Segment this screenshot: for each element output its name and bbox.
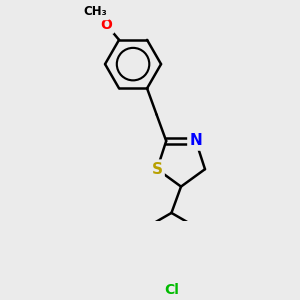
- Text: Cl: Cl: [164, 283, 179, 297]
- Text: N: N: [190, 134, 202, 148]
- Text: CH₃: CH₃: [84, 5, 107, 19]
- Text: S: S: [152, 162, 163, 177]
- Text: O: O: [100, 18, 112, 32]
